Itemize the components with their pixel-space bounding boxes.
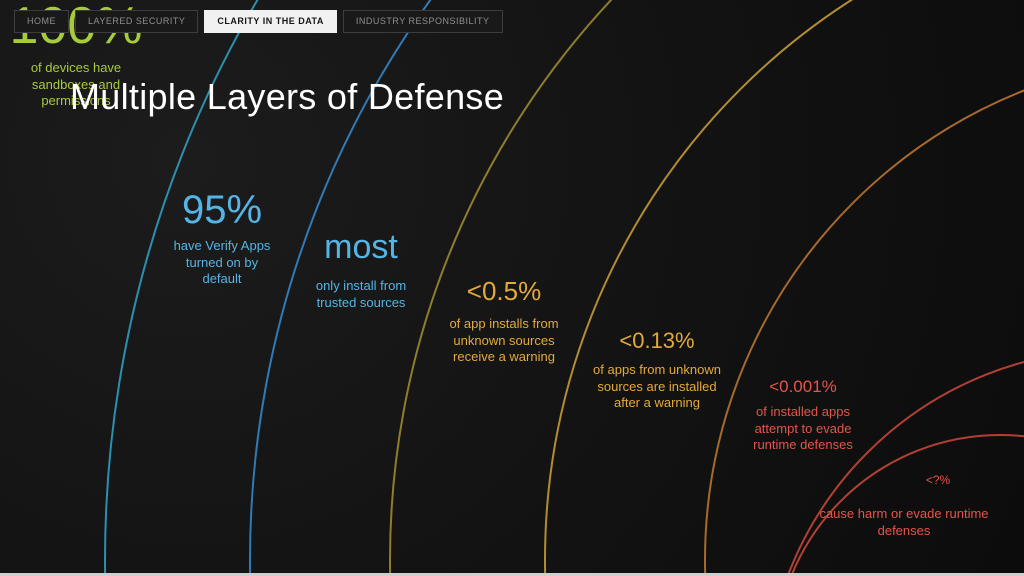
ring-label-0-001-percent: <0.001% of installed apps attempt to eva… <box>746 378 860 454</box>
tab-industry-responsibility[interactable]: INDUSTRY RESPONSIBILITY <box>342 10 503 33</box>
top-nav: HOME LAYERED SECURITY CLARITY IN THE DAT… <box>14 10 503 33</box>
tab-clarity-in-the-data[interactable]: CLARITY IN THE DATA <box>204 10 337 33</box>
ring-desc-0-13-percent: of apps from unknown sources are install… <box>593 362 721 411</box>
ring-arc-7 <box>790 434 1024 576</box>
tab-home[interactable]: HOME <box>14 10 69 33</box>
ring-arc-2 <box>249 0 432 576</box>
ring-desc-most: only install from trusted sources <box>315 278 407 310</box>
tab-layered-security[interactable]: LAYERED SECURITY <box>75 10 199 33</box>
ring-desc-0-5-percent: of app installs from unknown sources rec… <box>449 316 559 365</box>
ring-stat-most: most <box>324 228 398 266</box>
ring-label-most: most only install from trusted sources <box>302 230 420 311</box>
page-title: Multiple Layers of Defense <box>70 76 505 117</box>
ring-stat-95-percent: 95% <box>181 188 263 232</box>
ring-arc-5 <box>704 89 1024 576</box>
ring-arc-3 <box>389 0 613 576</box>
ring-arc-4 <box>544 0 854 576</box>
ring-desc-unknown-percent: cause harm or evade runtime defenses <box>819 506 989 538</box>
ring-arc-1 <box>104 0 259 576</box>
ring-desc-0-001-percent: of installed apps attempt to evade runti… <box>753 404 853 453</box>
ring-stat-0-001-percent: <0.001% <box>769 377 837 396</box>
ring-label-0-5-percent: <0.5% of app installs from unknown sourc… <box>438 278 570 366</box>
ring-desc-100-percent: of devices have sandboxes and permission… <box>30 60 122 109</box>
ring-label-95-percent: 95% have Verify Apps turned on by defaul… <box>166 190 278 288</box>
ring-stat-0-13-percent: <0.13% <box>619 328 695 353</box>
ring-stat-unknown-percent: <?% <box>925 473 951 487</box>
bottom-edge-strip <box>0 573 1024 576</box>
ring-desc-95-percent: have Verify Apps turned on by default <box>173 238 271 287</box>
ring-stat-0-5-percent: <0.5% <box>466 276 542 306</box>
ring-label-0-13-percent: <0.13% of apps from unknown sources are … <box>590 330 724 412</box>
ring-label-unknown-percent: <?% cause harm or evade runtime defenses <box>806 474 1002 539</box>
